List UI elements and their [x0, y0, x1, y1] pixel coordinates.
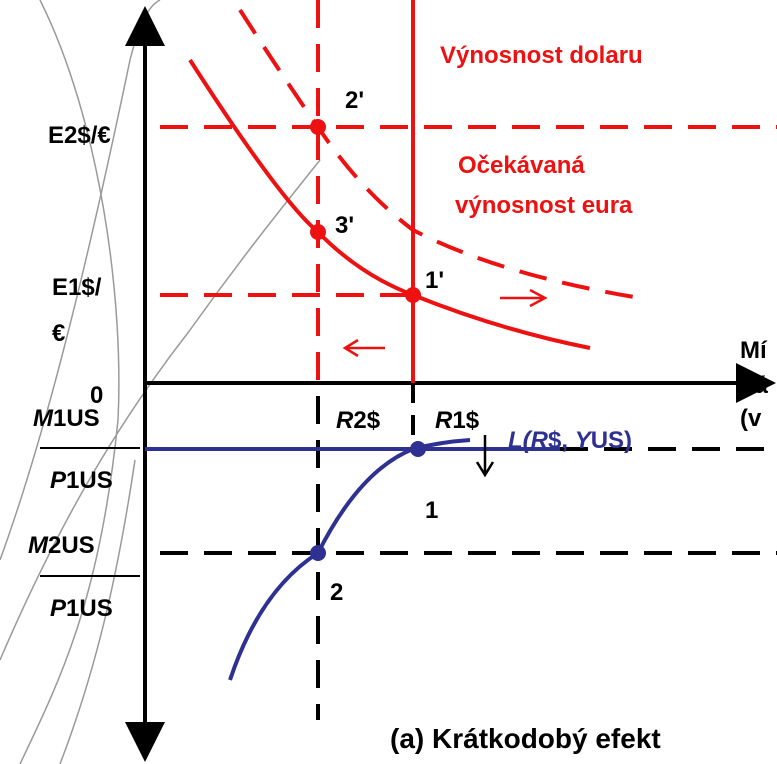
label: Očekávaná [458, 152, 585, 179]
label: 2 [330, 579, 343, 606]
label: E2$/€ [48, 122, 111, 149]
label: Mí [740, 337, 768, 364]
label: (v [740, 405, 762, 432]
axes [125, 6, 776, 762]
label: výnosnost eura [455, 192, 633, 219]
label: P1US [50, 595, 113, 622]
label: 1' [425, 267, 444, 294]
label: € [52, 320, 65, 347]
label: L(R$, YUS) [508, 427, 632, 454]
caption: (a) Krátkodobý efekt [390, 723, 661, 754]
label: Výnosnost dolaru [440, 42, 643, 69]
label: 2' [345, 87, 364, 114]
label: M1US [33, 405, 100, 432]
label: 1 [425, 497, 438, 524]
label: R1$ [435, 407, 480, 434]
label: ná [740, 372, 769, 399]
label: R2$ [336, 407, 381, 434]
label: 0 [90, 382, 103, 409]
points [310, 119, 426, 561]
guides [40, 0, 777, 720]
label: E1$/ [52, 274, 102, 301]
label: M2US [28, 532, 95, 559]
label: P1US [50, 467, 113, 494]
label: 3' [335, 212, 354, 239]
